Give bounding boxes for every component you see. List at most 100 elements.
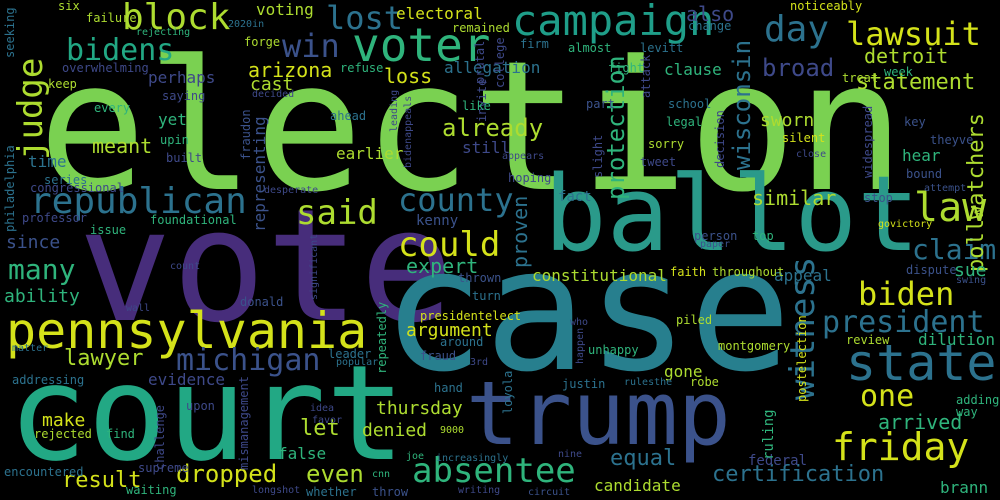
word-almost: almost [568, 41, 612, 55]
word-week: week [884, 65, 913, 79]
word-longshot: longshot [252, 485, 301, 496]
word-brann: brann [940, 478, 989, 497]
word-faithfthroughout: faith [670, 265, 707, 279]
word-lawyer: lawyer [64, 346, 144, 371]
word-donald: donald [240, 295, 284, 309]
word-even: even [306, 460, 364, 488]
word-sworn: sworn [760, 110, 815, 131]
word-keep: keep [48, 77, 77, 91]
word-make: make [42, 410, 86, 431]
word-similar: similar [752, 186, 837, 210]
word-election: election [38, 23, 905, 232]
word-encountered: encountered [4, 465, 84, 479]
word-desperate: desperate [264, 185, 319, 196]
word-overwhelming: overwhelming [62, 61, 149, 75]
word-cast: cast [250, 74, 294, 95]
word-earlier: earlier [336, 144, 404, 163]
word-six: six [58, 0, 80, 13]
word-fraudon: fraudon [239, 109, 253, 160]
word-postelection: postelection [795, 315, 809, 402]
word-cnn: cnn [372, 469, 391, 480]
word-argument: argument [406, 320, 493, 341]
word-ruling: ruling [761, 409, 777, 460]
word-like: like [462, 99, 491, 113]
word-dilution: dilution [918, 330, 996, 349]
word-rulesthe: rulesthe [624, 377, 673, 388]
word-college: college [493, 37, 507, 88]
word-find: find [106, 427, 135, 441]
word-proven: proven [508, 195, 532, 268]
word-block: block [122, 0, 231, 38]
word-false: false [278, 444, 327, 463]
word-law: law [914, 185, 987, 231]
word-ability: ability [4, 286, 80, 307]
word-noticeably: noticeably [790, 0, 863, 13]
word-part: part [586, 97, 615, 111]
word-hear: hear [902, 146, 941, 165]
word-addressing: addressing [12, 373, 85, 387]
word-slight: slight [591, 134, 605, 178]
word-upon: upon [186, 399, 215, 413]
word-built: built [166, 151, 203, 165]
word-favor: favor [312, 415, 343, 426]
word-wisconsin: wisconsin [728, 39, 756, 170]
word-waiting: waiting [126, 483, 177, 497]
word-vote: vote [78, 175, 454, 357]
word-govictory: govictory [878, 219, 933, 230]
word-still: still [462, 138, 511, 157]
word-attempt: attempt [924, 183, 967, 194]
word-lost: lost [326, 0, 404, 37]
word-sorry: sorry [648, 137, 685, 151]
word-paper: paper [700, 239, 731, 250]
word-treat: treat [842, 71, 879, 85]
word-arizona: arizona [248, 58, 333, 82]
word-levitt: levitt [640, 41, 684, 55]
word-9000: 9000 [440, 425, 465, 436]
word-attack: attack [639, 54, 653, 98]
word-hoping: hoping [508, 171, 552, 185]
word-nine: nine [558, 449, 583, 460]
word-swing: swing [956, 275, 987, 286]
word-loyola: loyola [501, 370, 515, 414]
word-remained: remained [452, 21, 510, 35]
word-firm: firm [520, 37, 549, 51]
word-trump: trump [466, 362, 731, 465]
word-silent: silent [782, 131, 826, 145]
word-broad: broad [762, 54, 835, 82]
word-unhappy: unhappy [588, 343, 639, 357]
word-equal: equal [610, 446, 677, 471]
word-ballot: ballot [544, 153, 920, 275]
word-count: count [170, 261, 201, 272]
word-justin: justin [562, 377, 606, 391]
word-federal: federal [748, 453, 808, 469]
word-around: around [440, 335, 484, 349]
word-change: change [688, 19, 732, 33]
word-failure: failure [86, 11, 137, 25]
word-absentee: absentee [412, 451, 576, 491]
word-claim: claim [912, 233, 997, 266]
word-bidens: bidens [66, 33, 175, 68]
word-whether: whether [306, 485, 357, 499]
word-let: let [300, 416, 340, 441]
word-appears: appears [502, 151, 545, 162]
word-allegation: allegation [444, 58, 541, 77]
word-bound: bound [906, 167, 943, 181]
word-rejected: rejected [34, 427, 92, 441]
word-every: every [94, 101, 131, 115]
word-meant: meant [92, 134, 153, 158]
word-could: could [398, 225, 501, 265]
word-kenny: kenny [416, 213, 459, 229]
word-robe: robe [690, 375, 719, 389]
word-rejecting: rejecting [136, 27, 191, 38]
word-saying: saying [162, 89, 206, 103]
word-republican: republican [30, 181, 247, 222]
word-person: person [694, 229, 738, 243]
word-review: review [846, 333, 890, 347]
word-throughout: throughout [712, 265, 785, 279]
word-yet: yet [158, 110, 187, 129]
word-2020in: 2020in [228, 19, 265, 30]
word-3rd: 3rd [470, 357, 489, 368]
word-top: top [752, 229, 774, 243]
word-appeal: appeal [774, 266, 832, 285]
word-also: also [686, 2, 735, 26]
